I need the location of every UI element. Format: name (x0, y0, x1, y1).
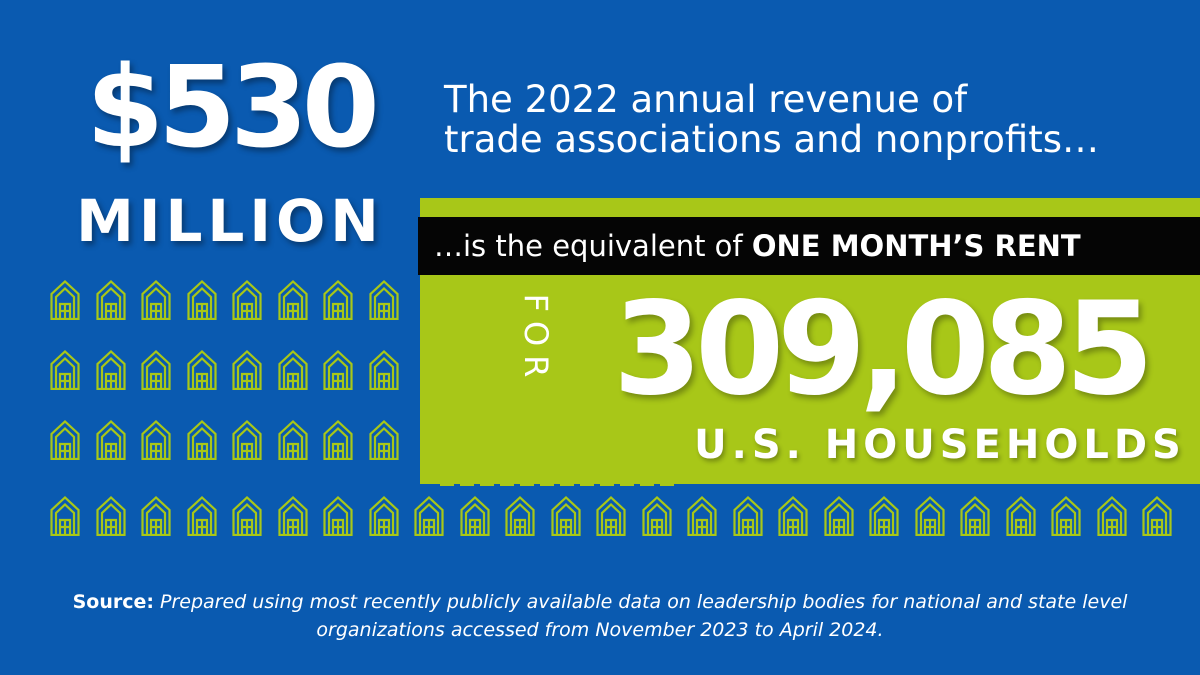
house-icon (232, 496, 262, 536)
house-icon (869, 496, 899, 536)
house-icon (914, 496, 945, 536)
source-label: Source: (72, 591, 154, 613)
house-icon (277, 350, 308, 390)
house-icon (368, 350, 399, 390)
house-icon (50, 280, 80, 320)
house-icon (232, 420, 262, 460)
house-icon (141, 420, 171, 460)
households-count: 309,085 (613, 275, 1154, 424)
source-text: Prepared using most recently publicly av… (160, 591, 1128, 641)
house-icon (596, 496, 626, 536)
house-icon (186, 496, 217, 536)
house-icon (368, 420, 399, 460)
house-icon (141, 280, 171, 320)
house-icon (778, 496, 808, 536)
house-icon (50, 350, 80, 390)
house-icon (95, 280, 126, 320)
house-icon (186, 420, 217, 460)
house-icon (95, 496, 126, 536)
house-icon (186, 280, 217, 320)
headline-line-1: The 2022 annual revenue of (444, 78, 968, 121)
for-label: FOR (517, 293, 555, 387)
house-icon (232, 280, 262, 320)
house-icon (368, 280, 399, 320)
house-icon (414, 496, 444, 536)
house-icon (95, 420, 126, 460)
house-icon (960, 496, 990, 536)
source-note: Source: Prepared using most recently pub… (30, 588, 1170, 644)
house-icon (50, 420, 80, 460)
house-icon (323, 496, 353, 536)
headline: The 2022 annual revenue of trade associa… (444, 80, 1184, 160)
house-icon (323, 350, 353, 390)
house-icon (732, 496, 763, 536)
house-icon (186, 350, 217, 390)
house-icon (368, 496, 399, 536)
house-icon (641, 496, 672, 536)
house-icon (141, 496, 171, 536)
house-icon (1005, 496, 1036, 536)
dashed-divider (440, 482, 680, 486)
revenue-amount: $530 (86, 43, 380, 173)
house-icon (1096, 496, 1127, 536)
house-icon (232, 350, 262, 390)
house-icon (277, 280, 308, 320)
house-icon (323, 420, 353, 460)
house-icon (687, 496, 717, 536)
house-icon (823, 496, 854, 536)
house-icon (550, 496, 581, 536)
house-icon (277, 420, 308, 460)
house-icon (323, 280, 353, 320)
households-label: U.S. HOUSEHOLDS (694, 422, 1186, 468)
house-icon (95, 350, 126, 390)
house-icon (141, 350, 171, 390)
house-icon (1051, 496, 1081, 536)
revenue-unit: MILLION (76, 187, 384, 255)
house-icon (505, 496, 535, 536)
equivalent-banner: …is the equivalent of ONE MONTH’S RENT (418, 217, 1200, 275)
headline-line-2: trade associations and nonprofits… (444, 118, 1099, 161)
equivalent-lead: …is the equivalent of (434, 229, 752, 263)
house-icon (1142, 496, 1172, 536)
house-icon (459, 496, 490, 536)
house-icon (50, 496, 80, 536)
equivalent-emphasis: ONE MONTH’S RENT (751, 229, 1081, 263)
house-icon (277, 496, 308, 536)
